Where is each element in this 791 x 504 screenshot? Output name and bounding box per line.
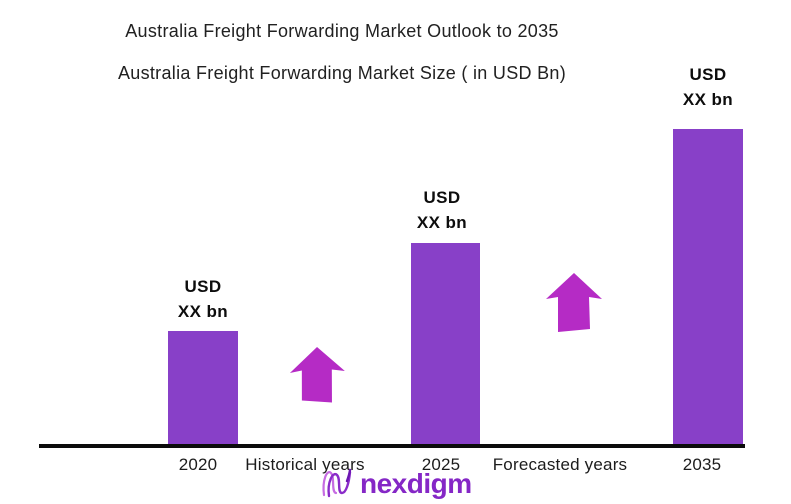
usd-line: USD <box>184 277 222 296</box>
nexdigm-logo-icon <box>320 466 354 503</box>
growth-up-arrow-icon <box>289 346 346 404</box>
nexdigm-wordmark: nexdigm <box>360 468 472 499</box>
bar-2020 <box>168 331 238 444</box>
x-label-forecasted-years: Forecasted years <box>492 455 628 474</box>
amount-line: XX bn <box>177 302 229 321</box>
x-axis-line <box>39 444 745 448</box>
bar-2025 <box>411 243 480 444</box>
nexdigm-logo: nexdigm <box>320 467 472 501</box>
usd-line: USD <box>689 65 727 84</box>
bar-value-label-2035: USD XX bn <box>638 62 778 112</box>
chart-title: Australia Freight Forwarding Market Outl… <box>125 21 559 41</box>
bar-value-label-2025: USD XX bn <box>372 185 512 235</box>
bar-value-label-2020: USD XX bn <box>133 274 273 324</box>
x-label-2025: 2025 <box>421 455 461 474</box>
x-label-2020: 2020 <box>178 455 218 474</box>
x-label-2035: 2035 <box>682 455 722 474</box>
growth-up-arrow-icon <box>545 273 603 332</box>
x-label-historical-years: Historical years <box>245 455 365 474</box>
amount-line: XX bn <box>682 90 734 109</box>
bar-2035 <box>673 129 743 444</box>
chart-subtitle: Australia Freight Forwarding Market Size… <box>117 63 567 83</box>
amount-line: XX bn <box>416 213 468 232</box>
usd-line: USD <box>423 188 461 207</box>
chart-header: Australia Freight Forwarding Market Outl… <box>2 21 682 84</box>
